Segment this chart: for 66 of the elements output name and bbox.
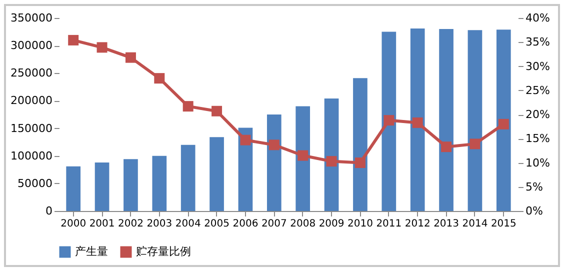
x-tick-label: 2013 <box>434 218 460 230</box>
y-tick-label: 300000 <box>10 39 52 52</box>
y2-tick-label: 10% <box>526 156 550 170</box>
x-tick-label: 2009 <box>318 218 344 230</box>
bar <box>468 30 482 211</box>
bar <box>152 156 167 211</box>
y2-tick-label: 35% <box>526 36 550 49</box>
y2-tick-label: 15% <box>526 132 550 146</box>
x-tick-label: 2008 <box>290 218 316 230</box>
point <box>268 140 280 150</box>
x-tick-label: 2002 <box>118 218 144 230</box>
bar <box>210 137 224 211</box>
point <box>441 142 452 152</box>
x-tick-label: 2007 <box>261 218 287 230</box>
x-tick-label: 2000 <box>60 218 86 230</box>
y2-tick-label: 20% <box>526 108 550 121</box>
point <box>240 134 251 146</box>
y2-tick-label: 40% <box>526 12 550 24</box>
x-tick-label: 2001 <box>89 218 115 230</box>
legend-label: 产生量 <box>75 245 108 258</box>
bar <box>296 106 310 211</box>
y-tick-label: 100000 <box>10 149 52 162</box>
point <box>470 138 480 150</box>
y-tick-label: 150000 <box>10 122 52 135</box>
point <box>354 158 366 168</box>
point <box>125 52 136 63</box>
point <box>298 150 308 161</box>
y2-tick-label: 0% <box>526 204 543 218</box>
bar <box>439 29 454 211</box>
bar <box>66 166 81 211</box>
bar <box>324 98 339 211</box>
point <box>498 118 509 130</box>
y-tick-label: 0 <box>46 204 52 218</box>
bar <box>353 78 368 211</box>
x-tick-label: 2003 <box>146 218 172 230</box>
bar <box>496 30 511 211</box>
x-tick-label: 2014 <box>462 218 488 230</box>
y-tick-label: 250000 <box>10 66 52 80</box>
bar <box>266 114 282 211</box>
bar <box>94 162 110 211</box>
x-tick-label: 2010 <box>347 218 373 230</box>
point <box>182 101 194 112</box>
x-tick-label: 2004 <box>175 218 201 230</box>
x-tick-label: 2011 <box>376 218 402 230</box>
point <box>326 156 337 167</box>
bar <box>180 144 196 211</box>
point <box>212 106 222 116</box>
x-tick-label: 2005 <box>204 218 230 230</box>
legend-label: 贮存量比例 <box>136 245 191 258</box>
x-tick-label: 2006 <box>232 218 258 230</box>
y2-tick-label: 30% <box>526 60 550 73</box>
y-tick-label: 200000 <box>10 94 52 108</box>
x-tick-label: 2015 <box>490 218 516 230</box>
point <box>96 42 108 53</box>
point <box>68 34 79 46</box>
y2-tick-label: 25% <box>526 84 550 97</box>
bar <box>382 32 396 211</box>
point <box>154 73 165 84</box>
point <box>412 117 423 128</box>
bar <box>410 28 425 211</box>
y-tick-label: 350000 <box>10 12 52 24</box>
y-tick-label: 50000 <box>18 176 52 190</box>
x-tick-label: 2012 <box>404 218 430 230</box>
bar <box>124 159 138 211</box>
y2-tick-label: 5% <box>526 180 543 194</box>
point <box>384 115 394 126</box>
